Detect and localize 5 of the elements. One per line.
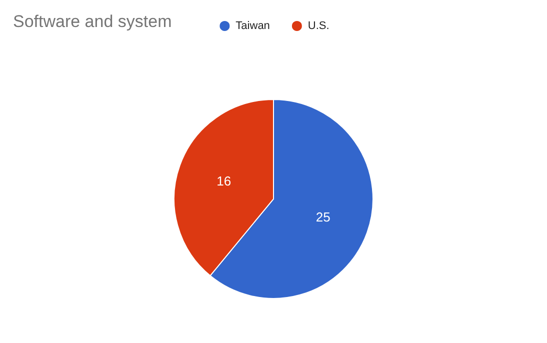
data-label: 16 [216, 174, 232, 189]
legend-label: Taiwan [236, 20, 270, 32]
chart-title: Software and system [13, 12, 172, 31]
legend-label: U.S. [308, 20, 330, 32]
data-label: 25 [316, 209, 330, 224]
